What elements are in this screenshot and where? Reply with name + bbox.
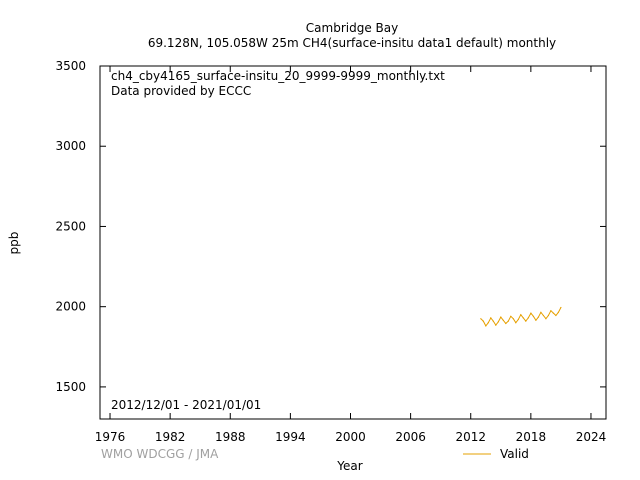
data-point [487, 322, 489, 324]
plot-area [99, 65, 607, 420]
data-point [560, 306, 562, 309]
data-point [482, 320, 484, 322]
x-tick-label: 2012 [455, 430, 486, 444]
data-point [530, 312, 532, 314]
y-axis-label: ppb [7, 232, 21, 255]
data-point [495, 324, 497, 326]
data-point [517, 318, 519, 321]
data-point [532, 315, 535, 317]
x-tick-label: 2024 [576, 430, 607, 444]
x-tick-label: 1976 [95, 430, 126, 444]
data-point [545, 318, 547, 320]
x-tick-label: 2006 [395, 430, 426, 444]
y-tick-label: 2000 [55, 300, 86, 314]
data-point [512, 318, 514, 320]
date-range-label: 2012/12/01 - 2021/01/01 [111, 398, 261, 412]
data-point [542, 314, 545, 317]
chart-title: Cambridge Bay [306, 21, 398, 35]
data-point [505, 322, 507, 325]
data-point [540, 311, 542, 313]
x-tick-label: 2000 [335, 430, 366, 444]
x-tick-label: 1982 [155, 430, 186, 444]
data-point [502, 319, 504, 321]
data-point [552, 312, 555, 314]
data-point [510, 315, 512, 317]
chart-subtitle: 69.128N, 105.058W 25m CH4(surface-insitu… [148, 36, 556, 50]
data-point [497, 321, 499, 323]
data-point [485, 325, 487, 327]
data-point [555, 314, 557, 317]
data-point [515, 322, 517, 324]
x-tick-label: 1988 [215, 430, 246, 444]
provider-label: Data provided by ECCC [111, 84, 251, 98]
data-point [480, 318, 482, 320]
y-tick-label: 1500 [55, 380, 86, 394]
data-point [500, 316, 502, 318]
data-point [550, 310, 552, 312]
file-label: ch4_cby4165_surface-insitu_20_9999-9999_… [111, 69, 445, 83]
x-tick-label: 1994 [275, 430, 306, 444]
data-point [525, 320, 527, 322]
data-point [522, 317, 524, 319]
data-point [527, 317, 529, 319]
data-point [557, 311, 560, 313]
data-point [547, 314, 550, 317]
y-tick-label: 2500 [55, 219, 86, 233]
data-point [535, 319, 537, 321]
data-point [490, 317, 492, 319]
y-tick-label: 3500 [55, 59, 86, 73]
data-point [537, 316, 540, 318]
x-axis-ticks: 1976 1982 1988 1994 2000 2006 2012 2018 2024 [95, 66, 606, 444]
legend-label-valid: Valid [500, 447, 529, 461]
watermark: WMO WDCGG / JMA [101, 447, 219, 461]
data-point [520, 314, 522, 316]
series-layer [480, 306, 562, 327]
y-tick-label: 3000 [55, 139, 86, 153]
data-point [492, 320, 494, 322]
x-tick-label: 2018 [516, 430, 547, 444]
x-axis-label: Year [336, 459, 362, 473]
data-point [507, 320, 509, 322]
y-axis-ticks: 1500 2000 2500 3000 3500 [55, 59, 606, 394]
series-line-valid [480, 307, 562, 327]
